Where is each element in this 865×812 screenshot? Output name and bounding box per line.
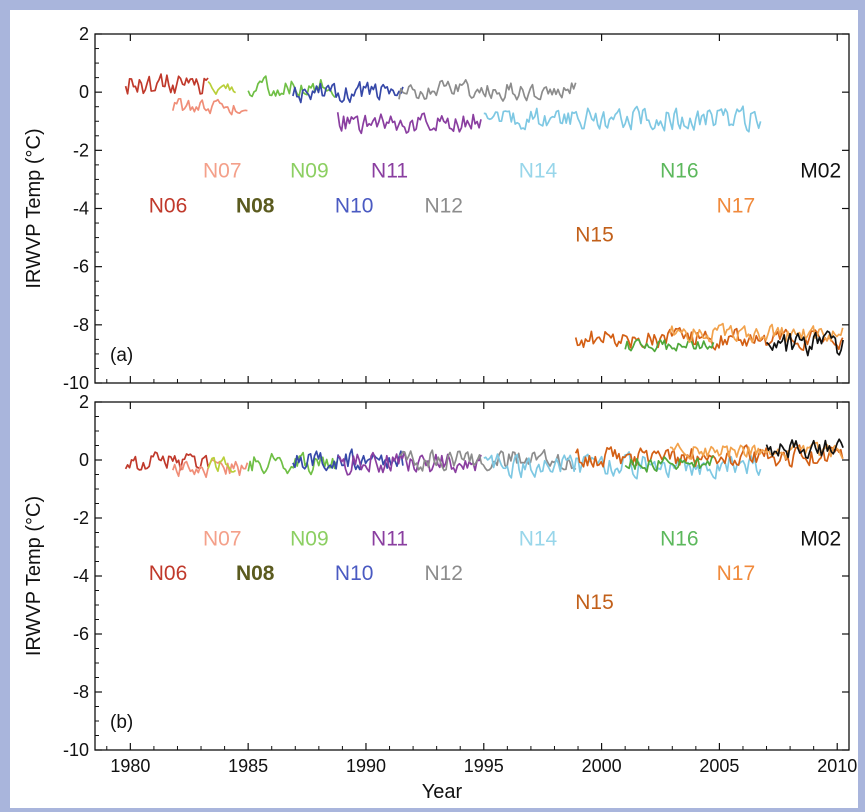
series-n09 [247,75,338,98]
satellite-label-n09: N09 [290,160,329,183]
chart-figure: 2 0 -2 -4 -6 -8 -10 IRWVP Temp (°C) (a) N06 N07 N08… [23,24,857,803]
y-axis-label: IRWVP Temp (°C) [23,128,45,288]
satellite-label-n07: N07 [203,160,242,183]
satellite-label-n12: N12 [424,195,463,218]
y-tick-label: 0 [79,82,89,102]
series-n14 [483,105,762,133]
series-n17 [669,322,844,344]
y-tick-label: -6 [73,624,89,644]
panel-label: (a) [110,345,133,366]
x-tick-label: 1990 [346,756,386,776]
satellite-label-n16: N16 [660,527,699,550]
series-n14 [483,451,762,480]
series-n08 [207,80,237,95]
satellite-label-n12: N12 [424,562,463,585]
x-tick-label: 2000 [582,756,622,776]
satellite-label-n08: N08 [236,562,275,585]
y-tick-label: -2 [73,140,89,160]
y-tick-label: 2 [79,392,89,412]
series-n10 [292,81,404,104]
series-n11 [337,451,482,476]
y-axis-label: IRWVP Temp (°C) [23,496,45,656]
panel-label: (b) [110,712,133,733]
series-n16 [624,455,715,473]
satellite-label-n10: N10 [335,195,374,218]
series-n12 [398,79,577,102]
satellite-label-n09: N09 [290,527,329,550]
series-n10 [292,448,404,472]
series-n08 [207,456,237,473]
satellite-label-n07: N07 [203,527,242,550]
panel-a: 2 0 -2 -4 -6 -8 -10 IRWVP Temp (°C) (a) N06 N07 N08… [23,24,850,393]
y-tick-label: -10 [63,373,89,393]
y-tick-label: -6 [73,257,89,277]
x-tick-label: 1985 [228,756,268,776]
series-n11 [336,112,482,135]
y-tick-label: 0 [79,450,89,470]
series-n06 [124,451,209,471]
y-tick-label: -4 [73,566,89,586]
satellite-label-n11: N11 [371,160,408,183]
series-n16 [624,338,715,353]
x-tick-label: 1980 [110,756,150,776]
y-tick-label: -10 [63,740,89,760]
series-n12 [398,449,577,472]
series-m02 [765,438,844,460]
satellite-label-n17: N17 [717,562,756,585]
satellite-label-n17: N17 [717,195,756,218]
satellite-label-n14: N14 [519,160,558,183]
x-tick-label: 2005 [699,756,739,776]
y-tick-label: -8 [73,315,89,335]
series-n07 [171,97,248,116]
satellite-label-m02: M02 [800,527,841,550]
satellite-label-n15: N15 [575,591,614,614]
satellite-label-n16: N16 [660,160,699,183]
x-axis-label: Year [422,781,463,803]
satellite-label-n10: N10 [335,562,374,585]
y-tick-label: 2 [79,24,89,44]
satellite-label-n14: N14 [519,527,558,550]
y-tick-label: -2 [73,508,89,528]
figure-panel: 2 0 -2 -4 -6 -8 -10 IRWVP Temp (°C) (a) N06 N07 N08… [10,10,858,808]
series-n15 [574,327,844,351]
satellite-label-n06: N06 [149,562,188,585]
series-n06 [124,73,209,95]
x-tick-label: 2010 [817,756,857,776]
x-tick-label: 1995 [464,756,504,776]
satellite-label-n15: N15 [575,224,614,247]
y-tick-label: -8 [73,682,89,702]
satellite-label-n11: N11 [371,527,408,550]
satellite-label-n08: N08 [236,195,275,218]
series-m02 [766,330,844,357]
satellite-label-n06: N06 [149,195,188,218]
panel-b: 2 0 -2 -4 -6 -8 -10 1980 1985 1990 1995 2000 2005 201… [23,392,857,803]
y-tick-label: -4 [73,199,89,219]
satellite-label-m02: M02 [800,160,841,183]
